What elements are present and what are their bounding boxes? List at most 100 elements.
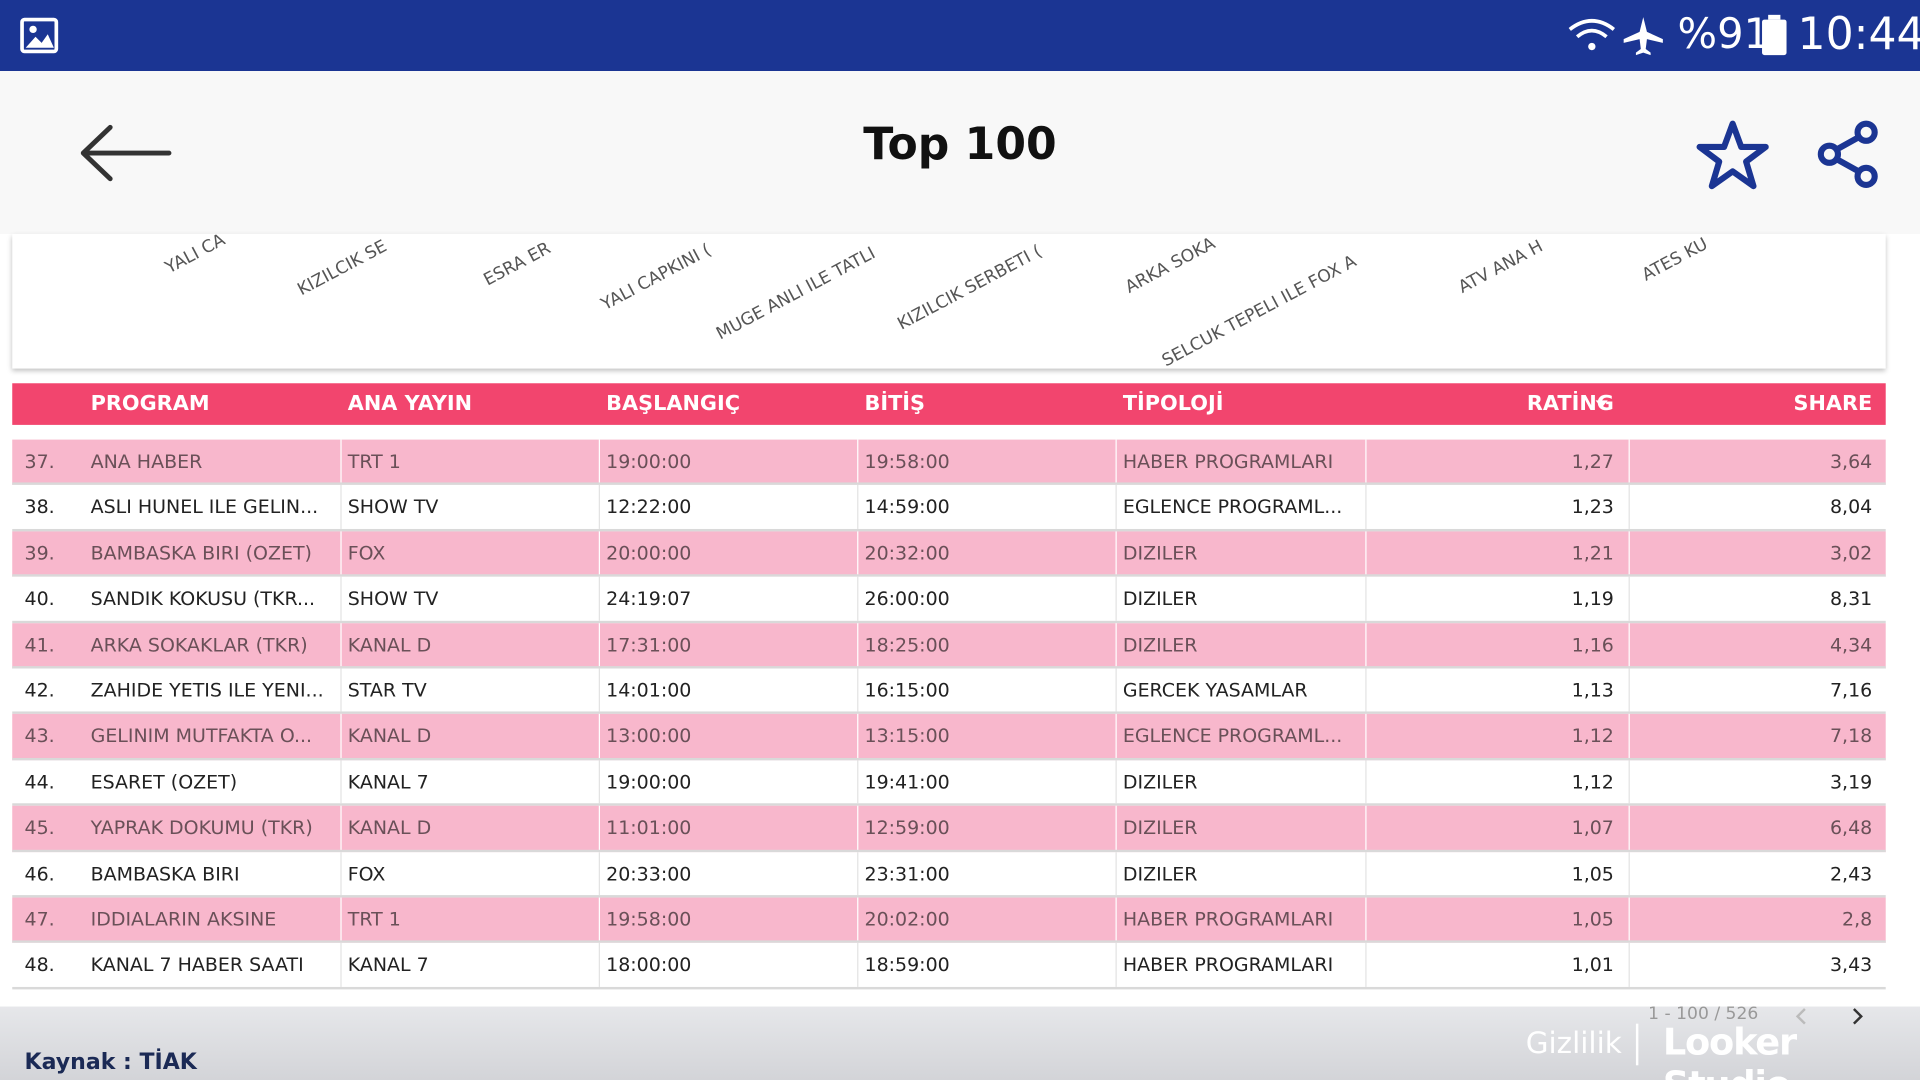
table-cell: 13:15:00 (864, 725, 950, 748)
table-cell: DIZILER (1122, 542, 1198, 565)
table-cell: 1,01 (1571, 954, 1614, 977)
column-separator (1628, 622, 1630, 667)
table-cell: 1,23 (1571, 496, 1614, 519)
table-cell: 47. (24, 908, 55, 931)
table-cell: ANA HABER (90, 450, 203, 473)
table-cell: DIZILER (1122, 816, 1198, 840)
table-cell: 41. (24, 633, 55, 656)
table-cell: 6,48 (1829, 816, 1873, 840)
table-cell: 2,43 (1829, 862, 1873, 885)
privacy-link[interactable]: Gizlilik (1525, 1026, 1622, 1061)
table-cell: 19:00:00 (606, 771, 692, 794)
battery-percent: %91 (1677, 9, 1771, 59)
column-header: SHARE (1793, 391, 1873, 417)
column-separator (340, 439, 342, 483)
axis-label: SELCUK TEPELI ILE FOX A (1158, 251, 1360, 369)
column-separator (1365, 943, 1367, 987)
battery-icon (1762, 14, 1787, 56)
table-cell: TRT 1 (347, 450, 401, 473)
share-button[interactable] (1815, 118, 1884, 191)
column-separator (340, 576, 342, 621)
status-bar: %91 10:44 (0, 0, 1920, 72)
column-separator (598, 851, 601, 896)
back-button[interactable] (76, 120, 174, 186)
pagination: 1 - 100 / 526 (1648, 1004, 1759, 1024)
table-cell: 3,19 (1829, 771, 1873, 794)
axis-label: KIZILCIK SE (294, 236, 391, 301)
column-separator (340, 531, 342, 575)
column-separator (1365, 805, 1367, 850)
column-separator (598, 897, 601, 941)
column-separator (1365, 760, 1367, 804)
table-cell: SHOW TV (347, 587, 439, 611)
favorite-button[interactable] (1693, 118, 1771, 191)
table-row: 47. IDDIALARIN AKSINE TRT 1 19:58:00 20:02:0… (12, 897, 1886, 944)
column-header: BİTİŞ (864, 391, 926, 417)
column-separator (857, 531, 859, 575)
table-cell: SANDIK KOKUSU (TKR... (90, 587, 316, 611)
table-cell: 1,16 (1571, 633, 1614, 656)
sort-indicator[interactable] (1595, 400, 1608, 413)
table-cell: YAPRAK DOKUMU (TKR) (90, 816, 313, 840)
column-separator (598, 576, 601, 621)
column-separator (1365, 576, 1367, 621)
table-cell: KANAL D (347, 633, 432, 656)
column-header: PROGRAM (90, 391, 210, 417)
column-separator (1628, 439, 1630, 483)
column-separator (1628, 531, 1630, 575)
table-row: 41. ARKA SOKAKLAR (TKR) KANAL D 17:31:00 18:… (12, 622, 1886, 669)
table-header: PROGRAM ANA YAYIN BAŞLANGIÇ BİTİŞ TİPOLOJİ RA… (12, 383, 1886, 425)
axis-label: KIZILCIK SERBETI ( (894, 241, 1046, 335)
table-cell: 12:22:00 (606, 496, 692, 519)
table-cell: EGLENCE PROGRAML... (1122, 496, 1343, 519)
table-cell: FOX (347, 862, 386, 885)
column-separator (857, 943, 859, 987)
column-separator (857, 576, 859, 621)
footer: 1 - 100 / 526 Kaynak : TİAK Gizlilik Loo… (0, 1004, 1920, 1080)
table-row: 40. SANDIK KOKUSU (TKR... SHOW TV 24:19:07 2… (12, 576, 1886, 623)
column-separator (1628, 805, 1630, 850)
table-cell: IDDIALARIN AKSINE (90, 908, 277, 931)
table-cell: BAMBASKA BIRI (90, 862, 240, 885)
table-cell: 19:41:00 (864, 771, 950, 794)
table-cell: 26:00:00 (864, 587, 950, 611)
column-separator (1115, 668, 1117, 712)
column-separator (1628, 485, 1630, 529)
column-separator (340, 805, 342, 850)
page-arrows[interactable] (1788, 1007, 1874, 1027)
axis-label: ATES KU (1638, 234, 1712, 286)
column-separator (340, 714, 342, 758)
column-separator (1115, 760, 1117, 804)
table-cell: EGLENCE PROGRAML... (1122, 725, 1343, 748)
table-cell: 24:19:07 (606, 587, 692, 611)
table-cell: BAMBASKA BIRI (OZET) (90, 542, 312, 565)
column-separator (1115, 531, 1117, 575)
axis-label: YALI CAPKINI ( (598, 240, 715, 315)
table-row: 37. ANA HABER TRT 1 19:00:00 19:58:00 HABER P… (12, 439, 1886, 486)
table-cell: 19:58:00 (606, 908, 692, 931)
table-cell: 1,12 (1571, 771, 1614, 794)
table-cell: 4,34 (1829, 633, 1873, 656)
table-cell: 11:01:00 (606, 816, 692, 840)
column-separator (598, 531, 601, 575)
table-cell: ESARET (OZET) (90, 771, 238, 794)
table-cell: 20:32:00 (864, 542, 950, 565)
table-cell: KANAL D (347, 725, 432, 748)
column-separator (1115, 943, 1117, 987)
table-cell: 7,18 (1829, 725, 1873, 748)
table-cell: 17:31:00 (606, 633, 692, 656)
column-separator (1628, 760, 1630, 804)
table-cell: 8,31 (1829, 587, 1873, 611)
table-cell: 1,12 (1571, 725, 1614, 748)
table-cell: 1,27 (1571, 450, 1614, 473)
table-cell: 1,19 (1571, 587, 1614, 611)
table-cell: 1,21 (1571, 542, 1614, 565)
table-cell: DIZILER (1122, 587, 1198, 611)
table-cell: FOX (347, 542, 386, 565)
column-separator (598, 805, 601, 850)
table-cell: KANAL D (347, 816, 432, 840)
column-separator (857, 851, 859, 896)
column-header: ANA YAYIN (347, 391, 473, 417)
column-separator (857, 897, 859, 941)
axis-label: ATV ANA H (1455, 236, 1547, 298)
